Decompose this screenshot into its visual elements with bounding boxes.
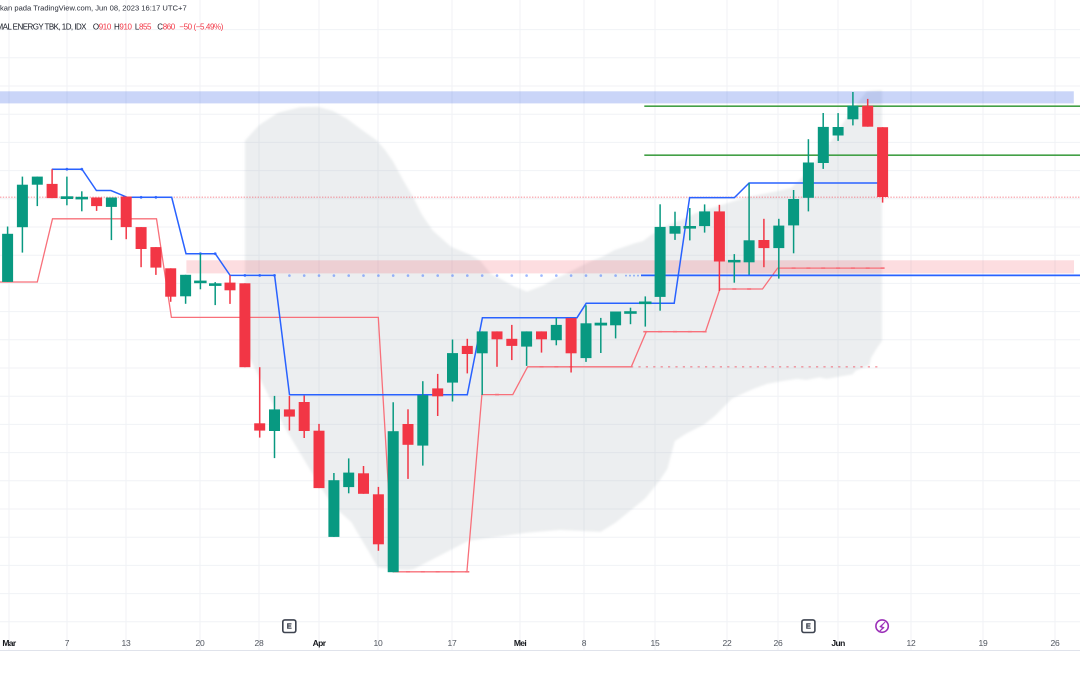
svg-text:28: 28 <box>254 638 264 648</box>
svg-text:Jun: Jun <box>831 638 845 648</box>
svg-text:7: 7 <box>65 638 70 648</box>
svg-text:19: 19 <box>978 638 988 648</box>
svg-text:12: 12 <box>906 638 916 648</box>
svg-text:Apr: Apr <box>313 638 327 648</box>
svg-text:17: 17 <box>447 638 457 648</box>
svg-text:Mei: Mei <box>514 638 527 648</box>
svg-text:C860: C860 <box>157 22 175 31</box>
svg-text:20: 20 <box>195 638 205 648</box>
svg-text:MAL ENERGY TBK, 1D, IDX: MAL ENERGY TBK, 1D, IDX <box>0 22 87 31</box>
svg-text:22: 22 <box>722 638 732 648</box>
svg-text:10: 10 <box>373 638 383 648</box>
svg-text:8: 8 <box>582 638 587 648</box>
svg-text:13: 13 <box>121 638 131 648</box>
svg-text:26: 26 <box>1050 638 1060 648</box>
svg-text:O910: O910 <box>93 22 112 31</box>
svg-text:L855: L855 <box>135 22 152 31</box>
svg-text:H910: H910 <box>114 22 132 31</box>
svg-text:kan pada TradingView.com, Jun: kan pada TradingView.com, Jun 08, 2023 1… <box>0 4 187 13</box>
svg-text:Mar: Mar <box>2 638 17 648</box>
svg-text:26: 26 <box>773 638 783 648</box>
svg-text:15: 15 <box>650 638 660 648</box>
svg-text:−50 (−5.49%): −50 (−5.49%) <box>179 22 223 31</box>
